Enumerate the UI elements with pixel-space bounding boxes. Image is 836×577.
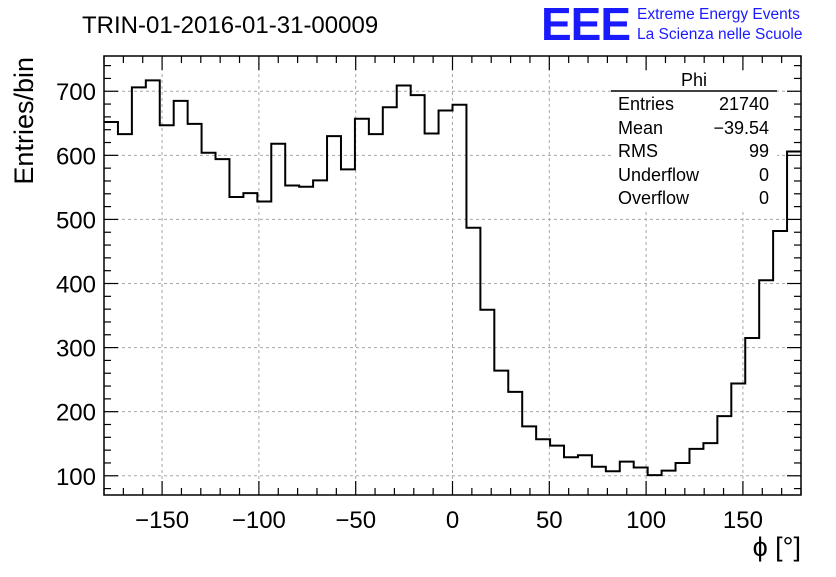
stats-underflow-label: Underflow xyxy=(618,165,700,185)
x-tick-label: −150 xyxy=(135,507,189,534)
logo-line-1: Extreme Energy Events xyxy=(637,6,800,23)
tick-labels: −150 −100 −50 0 50 100 150 100 200 300 400 500 600 70… xyxy=(56,79,763,534)
stats-mean-label: Mean xyxy=(618,118,663,138)
eee-logo: EEE Extreme Energy Events La Scienza nel… xyxy=(541,0,802,50)
plot-frame xyxy=(103,55,802,496)
y-axis-label: Entries/bin xyxy=(9,57,39,185)
y-tick-label: 400 xyxy=(56,272,96,299)
stats-box-background xyxy=(611,72,777,209)
x-tick-label: 0 xyxy=(446,507,459,534)
x-tick-label: −50 xyxy=(335,507,376,534)
stats-mean-value: −39.54 xyxy=(713,118,769,138)
x-axis-label: ϕ [°] xyxy=(753,532,801,562)
stats-overflow-label: Overflow xyxy=(618,188,690,208)
y-tick-label: 200 xyxy=(56,400,96,427)
stats-title: Phi xyxy=(681,70,707,90)
stats-rms-label: RMS xyxy=(618,141,658,161)
histogram-line xyxy=(104,79,801,477)
x-tick-label: 150 xyxy=(723,507,763,534)
y-tick-label: 700 xyxy=(56,79,96,106)
x-tick-label: 100 xyxy=(626,507,666,534)
y-tick-label: 600 xyxy=(56,143,96,170)
chart-title: TRIN-01-2016-01-31-00009 xyxy=(82,12,378,39)
x-tick-label: 50 xyxy=(536,507,563,534)
stats-overflow-value: 0 xyxy=(759,188,769,208)
y-tick-label: 500 xyxy=(56,207,96,234)
y-tick-label: 100 xyxy=(56,464,96,491)
stats-entries-label: Entries xyxy=(618,94,674,114)
x-tick-label: −100 xyxy=(232,507,286,534)
y-tick-label: 300 xyxy=(56,336,96,363)
stats-underflow-value: 0 xyxy=(759,165,769,185)
stats-box: Phi Entries 21740 Mean −39.54 RMS 99 Und… xyxy=(611,70,777,209)
stats-entries-value: 21740 xyxy=(719,94,769,114)
stats-rms-value: 99 xyxy=(749,141,769,161)
logo-line-2: La Scienza nelle Scuole xyxy=(637,26,802,43)
logo-mark: EEE xyxy=(541,0,630,50)
axis-ticks xyxy=(103,56,802,495)
